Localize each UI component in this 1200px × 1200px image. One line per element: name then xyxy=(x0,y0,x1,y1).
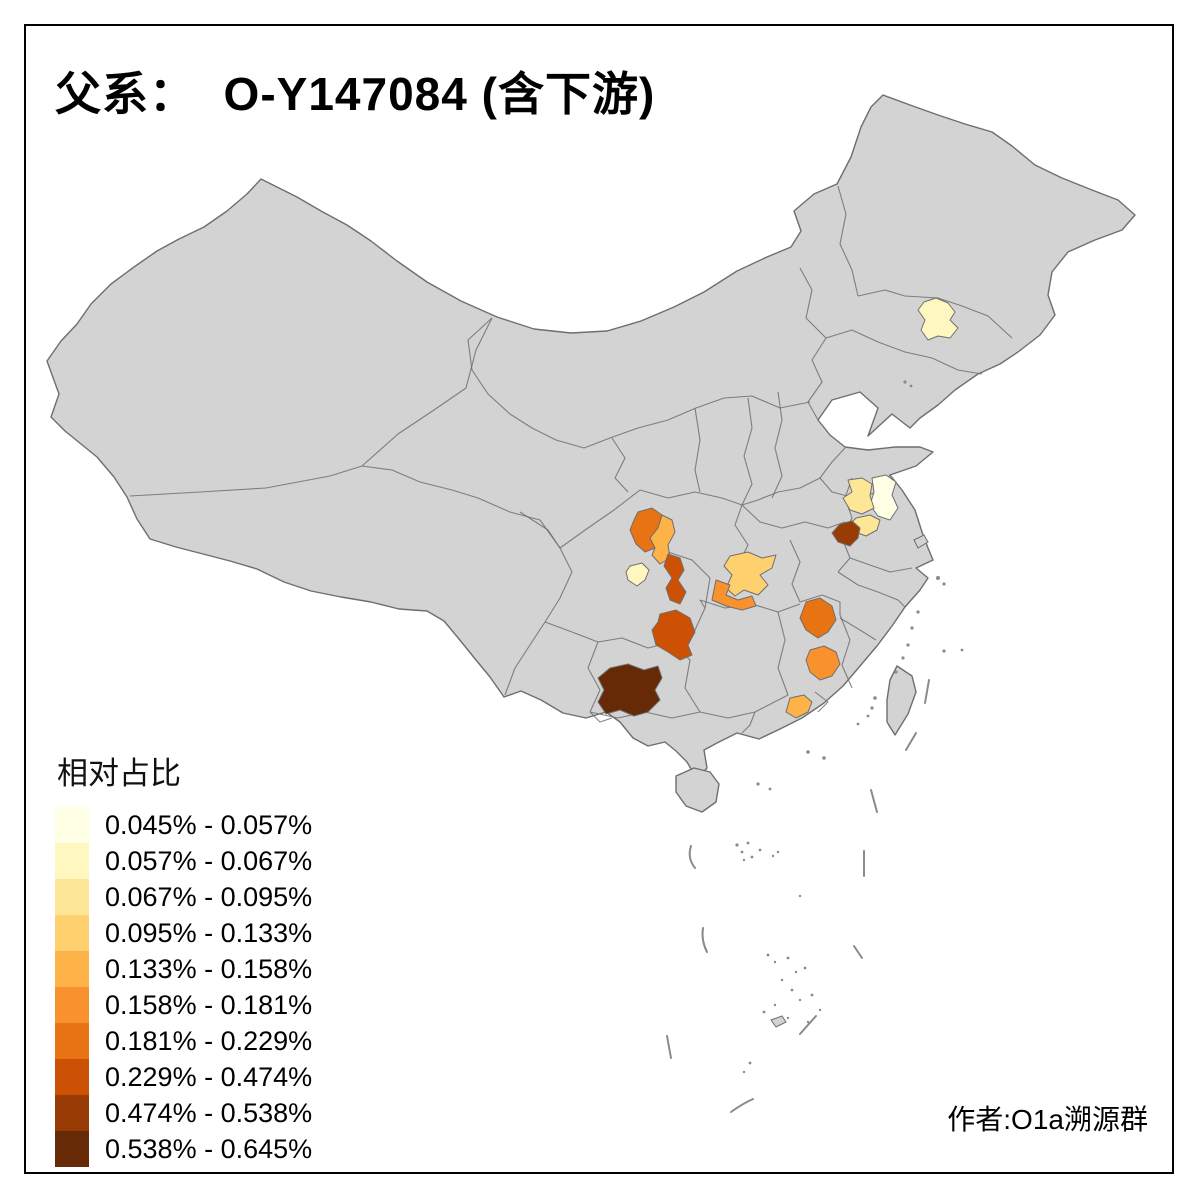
legend-label: 0.067% - 0.095% xyxy=(105,881,313,912)
legend-row: 0.133% - 0.158% xyxy=(55,951,312,987)
legend-label: 0.229% - 0.474% xyxy=(105,1061,313,1092)
legend-row: 0.095% - 0.133% xyxy=(55,915,312,951)
region-guangdong-east-prefecture xyxy=(785,694,813,719)
region-jiangxi-prefecture xyxy=(799,597,837,639)
legend-rows: 0.045% - 0.057% 0.057% - 0.067% 0.067% - 0… xyxy=(55,807,312,1167)
legend-row: 0.181% - 0.229% xyxy=(55,1023,312,1059)
china-mainland-shape xyxy=(46,94,1136,780)
province-borders xyxy=(129,185,1013,734)
legend-row: 0.474% - 0.538% xyxy=(55,1095,312,1131)
legend-row: 0.045% - 0.057% xyxy=(55,807,312,843)
coastal-island-dots xyxy=(756,380,964,791)
legend-label: 0.045% - 0.057% xyxy=(105,809,313,840)
legend: 相对占比 0.045% - 0.057% 0.057% - 0.067% 0.067… xyxy=(55,748,312,1167)
region-fujian-west-prefecture xyxy=(805,645,841,681)
region-jiangsu-east-prefecture xyxy=(869,474,899,521)
legend-swatch xyxy=(55,879,89,915)
region-chongqing-prefecture xyxy=(663,553,687,605)
legend-label: 0.474% - 0.538% xyxy=(105,1097,313,1128)
legend-row: 0.057% - 0.067% xyxy=(55,843,312,879)
region-guizhou-sw-prefecture xyxy=(597,663,663,717)
legend-swatch xyxy=(55,951,89,987)
legend-swatch xyxy=(55,1023,89,1059)
region-hunan-west-prefecture xyxy=(651,609,696,661)
legend-row: 0.538% - 0.645% xyxy=(55,1131,312,1167)
legend-row: 0.158% - 0.181% xyxy=(55,987,312,1023)
legend-label: 0.538% - 0.645% xyxy=(105,1133,313,1164)
taiwan-island xyxy=(886,665,917,736)
region-anhui-prefecture xyxy=(831,520,861,547)
legend-swatch xyxy=(55,807,89,843)
legend-title: 相对占比 xyxy=(57,756,181,791)
legend-label: 0.095% - 0.133% xyxy=(105,917,313,948)
legend-swatch xyxy=(55,1059,89,1095)
legend-swatch xyxy=(55,843,89,879)
legend-label: 0.057% - 0.067% xyxy=(105,845,313,876)
region-hubei-north-prefecture xyxy=(723,551,777,597)
highlighted-prefectures xyxy=(597,297,959,719)
region-sichuan-east-prefecture xyxy=(649,514,676,565)
legend-row: 0.067% - 0.095% xyxy=(55,879,312,915)
legend-label: 0.158% - 0.181% xyxy=(105,989,313,1020)
region-chengdu-prefecture xyxy=(625,562,650,587)
legend-row: 0.229% - 0.474% xyxy=(55,1059,312,1095)
nine-dash-line xyxy=(666,679,930,1113)
region-hubei-south-prefecture xyxy=(711,579,757,611)
legend-label: 0.133% - 0.158% xyxy=(105,953,313,984)
region-jiangsu-west-prefecture xyxy=(842,477,875,515)
chongming-island xyxy=(913,534,929,549)
hainan-island xyxy=(675,767,720,813)
legend-swatch xyxy=(55,1095,89,1131)
legend-label: 0.181% - 0.229% xyxy=(105,1025,313,1056)
legend-swatch xyxy=(55,1131,89,1167)
page-title: 父系： O-Y147084 (含下游) xyxy=(55,68,656,120)
attribution-text: 作者:O1a溯源群 xyxy=(947,1104,1148,1135)
legend-swatch xyxy=(55,915,89,951)
region-jilin-prefecture xyxy=(917,297,959,341)
south-sea-island-dots xyxy=(735,841,822,1074)
legend-swatch xyxy=(55,987,89,1023)
